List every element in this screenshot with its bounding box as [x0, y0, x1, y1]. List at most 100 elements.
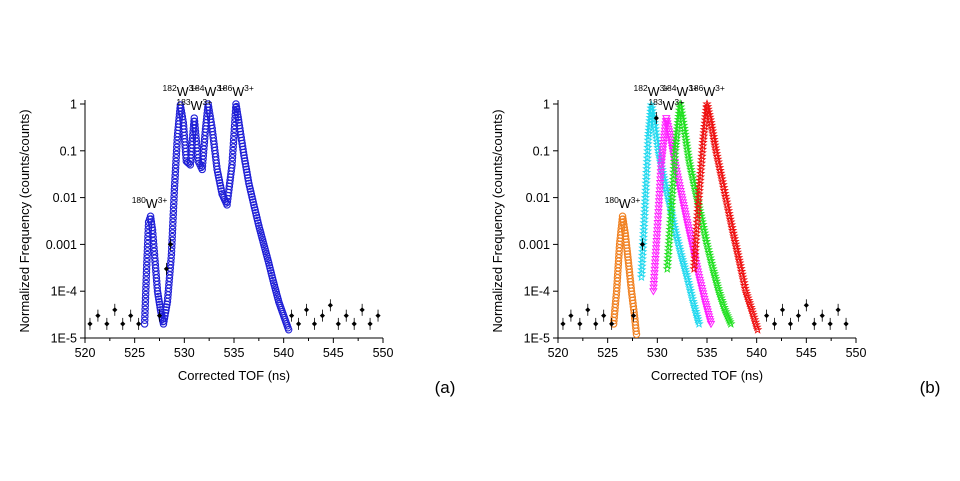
- data-point: [658, 146, 668, 154]
- y-tick-label: 0.01: [53, 191, 77, 205]
- data-point: [142, 283, 150, 291]
- data-point: [228, 161, 236, 169]
- data-point: [233, 105, 241, 114]
- data-point: [843, 321, 849, 327]
- data-point: [655, 187, 665, 195]
- data-point: [169, 214, 177, 223]
- data-point: [216, 179, 224, 187]
- y-tick-label: 1E-4: [51, 285, 77, 299]
- data-point: [803, 302, 809, 308]
- data-point: [327, 302, 333, 308]
- peak-label-186: 186W3+: [689, 83, 725, 99]
- data-point: [593, 321, 599, 327]
- x-tick-label: 550: [373, 346, 394, 360]
- peak-label-183: 183W3+: [648, 97, 684, 113]
- data-point: [173, 139, 181, 148]
- data-point: [289, 313, 295, 319]
- data-point: [171, 178, 179, 187]
- data-point: [244, 174, 252, 182]
- data-point: [149, 233, 157, 242]
- y-tick-label: 0.001: [46, 238, 77, 252]
- data-point: [819, 313, 825, 319]
- data-point: [295, 321, 302, 327]
- data-point: [154, 290, 162, 298]
- data-point: [170, 185, 179, 194]
- data-point: [169, 207, 178, 215]
- data-point: [630, 313, 637, 319]
- data-point: [655, 190, 664, 199]
- data-point: [234, 116, 243, 124]
- data-point: [656, 172, 665, 181]
- data-point: [161, 308, 170, 317]
- data-point: [779, 307, 786, 313]
- data-point: [319, 313, 326, 319]
- x-tick-label: 530: [647, 346, 668, 360]
- data-point: [167, 254, 175, 262]
- data-point: [229, 146, 237, 155]
- data-point: [214, 171, 222, 179]
- x-axis-title: Corrected TOF (ns): [178, 368, 290, 383]
- data-point: [242, 165, 251, 174]
- peak-label-182: 182W3+: [163, 83, 199, 99]
- data-point: [173, 143, 181, 151]
- data-point: [706, 320, 716, 329]
- data-point: [650, 263, 660, 271]
- data-point: [140, 316, 149, 324]
- x-tick-label: 520: [75, 346, 96, 360]
- data-point: [217, 184, 225, 193]
- series-data-4: [689, 99, 763, 334]
- data-point: [228, 153, 237, 162]
- data-point: [658, 149, 667, 157]
- data-point: [656, 176, 665, 184]
- data-point: [242, 162, 250, 171]
- x-tick-label: 545: [323, 346, 344, 360]
- data-point: [618, 212, 627, 220]
- data-point: [653, 220, 663, 228]
- data-point: [771, 321, 778, 327]
- x-axis-title: Corrected TOF (ns): [651, 368, 763, 383]
- chart-panel-a: 520 525 530 535 540 545 550 1E-5 1E-4 0.001 0.01 0.…: [17, 83, 455, 397]
- data-point: [149, 240, 158, 249]
- data-point: [141, 294, 150, 302]
- x-tick-label: 525: [597, 346, 618, 360]
- data-point: [725, 316, 735, 326]
- data-point: [568, 313, 574, 319]
- data-point: [639, 241, 646, 247]
- data-point: [240, 154, 249, 162]
- y-tick-label: 1: [70, 98, 77, 112]
- data-point: [311, 321, 318, 327]
- data-point: [609, 321, 615, 327]
- data-point: [651, 252, 660, 260]
- data-point: [217, 187, 226, 195]
- x-tick-label: 520: [548, 346, 569, 360]
- data-point: [171, 175, 179, 183]
- data-point: [657, 161, 666, 170]
- x-tick-label: 550: [846, 346, 867, 360]
- data-point: [172, 157, 180, 166]
- chart-panel-b: 520 525 530 535 540 545 550 1E-5 1E-4 0.001 0.01 0.…: [490, 83, 940, 397]
- data-point: [649, 281, 659, 289]
- data-point: [229, 143, 237, 151]
- data-point: [652, 241, 661, 249]
- data-point: [653, 212, 663, 221]
- data-point: [229, 139, 238, 148]
- data-point: [155, 295, 163, 303]
- peak-label-180: 180W3+: [605, 195, 641, 211]
- data-point: [156, 313, 163, 319]
- data-point: [142, 261, 151, 270]
- data-point: [835, 307, 841, 313]
- data-point: [168, 232, 176, 241]
- data-point: [655, 180, 665, 188]
- data-point: [154, 292, 163, 301]
- x-tick-label: 540: [273, 346, 294, 360]
- data-point: [653, 115, 659, 121]
- data-point: [167, 247, 176, 255]
- data-point: [159, 320, 168, 328]
- data-point: [241, 157, 249, 165]
- data-point: [655, 183, 665, 191]
- data-point: [351, 321, 357, 327]
- series-background-1: [87, 238, 381, 330]
- data-point: [148, 226, 157, 235]
- data-point: [654, 205, 663, 213]
